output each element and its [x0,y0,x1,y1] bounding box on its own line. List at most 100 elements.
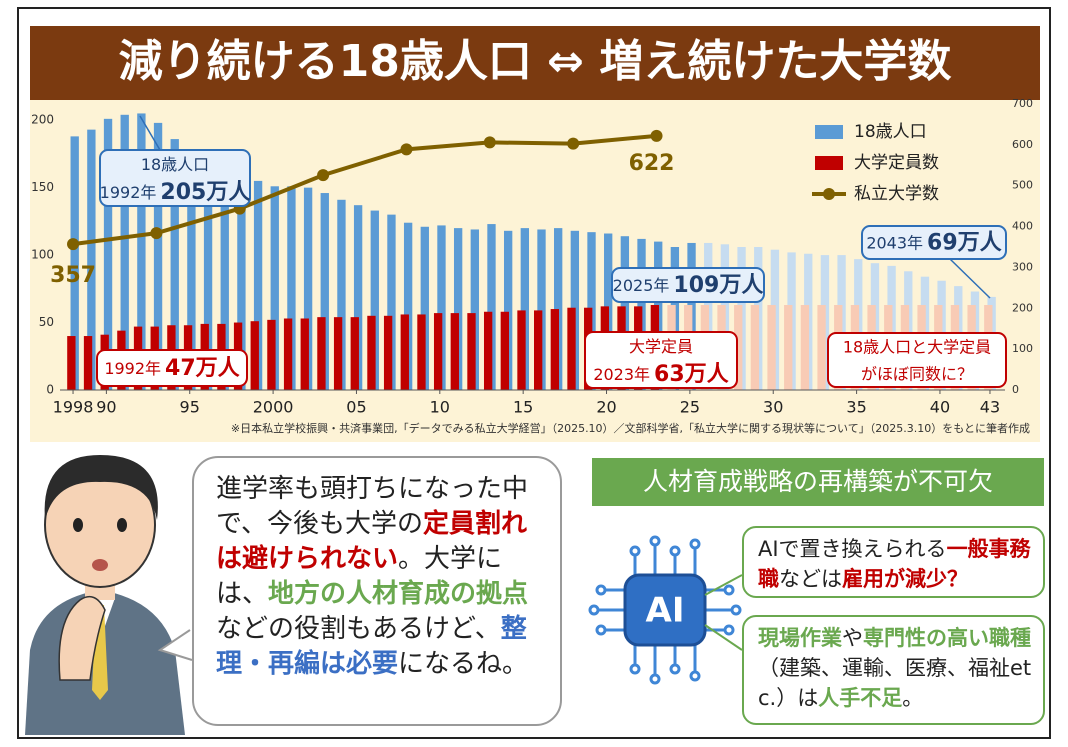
callout-segment: 69万人 [927,231,1002,256]
bar [767,305,776,390]
legend-swatch [823,188,835,200]
callout-segment: 63万人 [654,362,729,387]
y-tick-label: 200 [31,113,54,127]
bar [270,186,279,390]
x-tick-label: 95 [180,398,200,417]
legend-swatch [815,125,843,139]
bar [253,180,263,390]
y2-tick-label: 300 [1012,260,1033,273]
x-tick-label: 2000 [253,398,294,417]
bar [503,230,513,390]
bar [250,321,259,390]
callout-segment: 2043年 [866,233,923,252]
bar [550,309,560,390]
x-tick-label: 1998 [53,398,94,417]
person-illustration [25,455,185,735]
y2-tick-label: 0 [1012,383,1019,396]
speech-bubble: 進学率も頭打ちになった中で、今後も大学の定員割れは避けられない。大学には、地方の… [192,456,562,726]
x-tick-label: 90 [96,398,116,417]
bar [283,318,293,390]
data-label: 357 [50,263,96,288]
callout-segment: 1992年 [100,183,157,202]
source-note: ※日本私立学校振興・共済事業団,「データでみる私立大学経営」（2025.10）／… [231,421,1030,435]
text-segment: などの役割もあるけど、 [216,614,501,644]
text-segment: などは [779,567,842,591]
ai-icon [588,535,742,685]
bar [187,151,196,390]
title-bar [30,26,1040,100]
bar [67,336,76,390]
bar [353,205,363,390]
data-label: 622 [629,151,675,176]
bar [237,171,246,390]
bar [517,310,526,390]
text-segment: 一般事務職 [758,537,1031,591]
y-tick-label: 50 [39,315,54,329]
legend-label: 大学定員数 [854,153,939,173]
bar [750,305,760,390]
y2-tick-label: 600 [1012,138,1033,151]
callout-text: 18歳人口と大学定員 [843,337,991,356]
x-tick-label: 43 [980,398,1000,417]
bar [320,193,329,390]
callout-box [584,331,738,389]
line-point [150,227,163,240]
y2-tick-label: 400 [1012,220,1033,233]
bar [400,314,409,390]
text-segment: 。 [902,686,924,710]
bar [153,122,163,391]
bar [387,214,396,390]
bar [383,315,393,390]
callout-box [861,225,1007,260]
bar [103,118,113,390]
legend-label: 私立大学数 [854,184,939,204]
bar [267,319,276,390]
legend-swatch [815,156,843,170]
bar [300,318,309,390]
bar [437,225,446,390]
callout-segment: 18歳人口と大学定員 [843,337,991,356]
bar [417,314,426,390]
bar [817,305,826,390]
bar [500,311,509,390]
callout-text: がほぼ同数に？ [861,364,973,383]
bar [120,114,129,390]
chart-title: 減り続ける18歳人口 ⇔ 増え続けた大学数 [119,36,952,87]
y2-tick-label: 700 [1012,97,1033,110]
line [72,133,657,247]
callout-segment: 2023年 [593,365,650,384]
bar [350,317,359,390]
line-point [67,238,80,251]
bar [470,229,479,390]
bar [487,224,496,390]
text-segment: （建築、運輸、医療、福祉etc.）は [758,656,1032,710]
ai-icon-label: AI [646,591,685,631]
text-segment: 地方の人材育成の拠点 [268,579,529,609]
callout-segment: 109万人 [673,273,763,298]
x-tick-label: 10 [430,398,450,417]
bar [800,305,810,390]
bar [203,156,213,390]
text-segment: や [842,626,863,650]
text-segment: になるね。 [398,649,529,679]
x-tick-label: 25 [680,398,700,417]
y-tick-label: 100 [31,248,54,262]
bar [83,336,93,390]
x-tick-label: 05 [346,398,366,417]
callout-text: 18歳人口 [141,155,209,174]
callout-text: 2025年 109万人 [613,273,764,298]
bar [467,313,476,390]
bar [337,199,346,390]
callout-text: 1992年 47万人 [104,356,239,381]
callout-text: 2023年 63万人 [593,362,728,387]
bar [567,307,576,390]
x-tick-label: 30 [763,398,783,417]
text-segment: 。大学には、 [216,544,503,609]
text-segment: AIで置き換えられる [758,537,947,561]
bar [784,305,793,390]
legend-label: 18歳人口 [854,122,927,142]
bar [403,222,413,390]
x-tick-label: 15 [513,398,533,417]
bar [367,315,376,390]
text-segment: 整理・再編は必要 [216,614,527,679]
